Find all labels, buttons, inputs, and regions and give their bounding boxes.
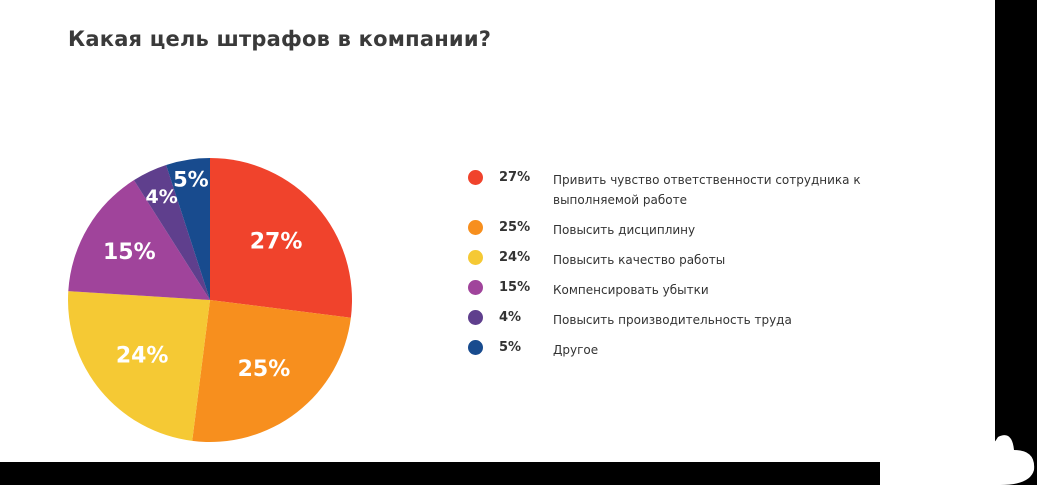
slice-label-1: 27% xyxy=(250,229,303,254)
legend-dot-5 xyxy=(468,310,483,325)
legend-percent-2: 25% xyxy=(499,220,531,235)
pie-slice-6 xyxy=(166,158,210,300)
pie-slice-3 xyxy=(67,291,210,441)
legend-text-5: Повысить производительность труда xyxy=(553,313,792,327)
chart-title: Какая цель штрафов в компании? xyxy=(68,27,492,51)
legend-text-2: Повысить дисциплину xyxy=(553,223,696,237)
slice-label-2: 25% xyxy=(238,357,291,382)
legend-text-6: Другое xyxy=(553,343,599,357)
corner-white-shape xyxy=(880,435,1035,485)
pie-slice-4 xyxy=(68,180,210,300)
legend-dot-2 xyxy=(468,220,483,235)
legend-dot-4 xyxy=(468,280,483,295)
pie-slice-2 xyxy=(192,300,351,443)
slice-label-5: 4% xyxy=(145,186,177,208)
slice-label-3: 24% xyxy=(116,344,169,369)
legend: 27% Привить чувство ответственности сотру… xyxy=(466,168,886,368)
legend-item-4: 15% Компенсировать убытки xyxy=(466,278,886,308)
legend-percent-3: 24% xyxy=(499,250,531,265)
legend-item-2: 25% Повысить дисциплину xyxy=(466,218,886,248)
pie-chart: 27% 25% 24% 15% 4%5% xyxy=(67,158,353,443)
legend-item-6: 5% Другое xyxy=(466,338,886,368)
legend-percent-1: 27% xyxy=(499,170,531,185)
legend-dot-1 xyxy=(468,170,483,185)
legend-item-1: 27% Привить чувство ответственности сотру… xyxy=(466,168,886,218)
legend-dot-6 xyxy=(468,340,483,355)
slice-label-6: 5% xyxy=(173,167,209,191)
legend-text-4: Компенсировать убытки xyxy=(553,283,709,297)
pie-slice-1 xyxy=(210,158,353,318)
legend-percent-6: 5% xyxy=(499,340,522,355)
legend-percent-5: 4% xyxy=(499,310,522,325)
legend-percent-4: 15% xyxy=(499,280,531,295)
slice-label-4: 15% xyxy=(103,240,156,265)
legend-text-1: Привить чувство ответственности сотрудни… xyxy=(553,173,861,207)
legend-dot-3 xyxy=(468,250,483,265)
slide: Какая цель штрафов в компании? 27% 25% 24%… xyxy=(0,0,995,462)
legend-text-3: Повысить качество работы xyxy=(553,253,726,267)
legend-item-5: 4% Повысить производительность труда xyxy=(466,308,886,338)
pie-slice-5 xyxy=(133,164,210,300)
legend-item-3: 24% Повысить качество работы xyxy=(466,248,886,278)
